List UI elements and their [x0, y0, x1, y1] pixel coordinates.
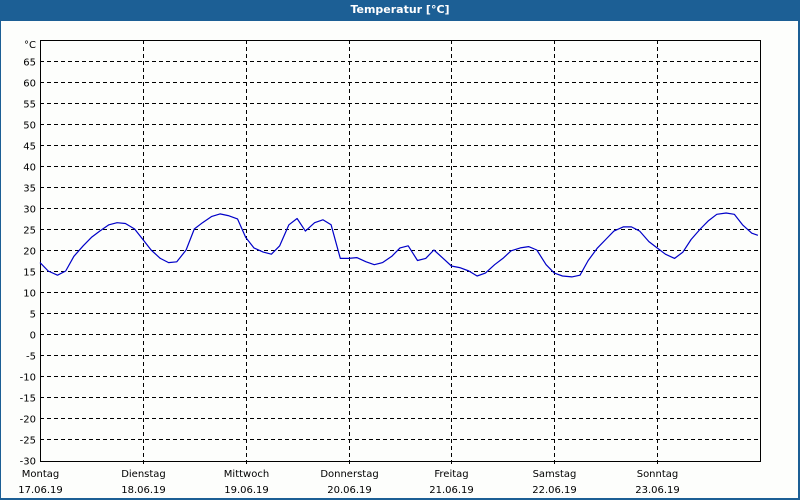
y-tick-label: 60	[23, 79, 36, 90]
y-tick-label: 35	[23, 184, 36, 195]
x-tick-date: 22.06.19	[532, 485, 577, 496]
x-tick-day: Sonntag	[637, 469, 679, 480]
x-tick-date: 19.06.19	[224, 485, 269, 496]
y-tick-label: -15	[20, 394, 36, 405]
y-tick-label: 10	[23, 289, 36, 300]
x-tick-date: 21.06.19	[429, 485, 474, 496]
y-tick-label: 20	[23, 247, 36, 258]
x-tick-day: Donnerstag	[320, 469, 378, 480]
chart-title: Temperatur [°C]	[0, 0, 800, 20]
x-tick-day: Dienstag	[121, 469, 166, 480]
x-tick-day: Mittwoch	[224, 469, 269, 480]
y-tick-label: 45	[23, 142, 36, 153]
y-tick-label: 0	[30, 331, 36, 342]
y-tick-label: 15	[23, 268, 36, 279]
y-tick-label: -10	[20, 373, 36, 384]
x-tick-date: 20.06.19	[327, 485, 372, 496]
y-tick-label: 50	[23, 121, 36, 132]
y-tick-label: 55	[23, 100, 36, 111]
x-tick-day: Montag	[22, 469, 59, 480]
y-tick-label: 65	[23, 58, 36, 69]
x-tick-day: Freitag	[434, 469, 468, 480]
x-tick-date: 18.06.19	[121, 485, 166, 496]
plot-area	[40, 40, 761, 462]
y-tick-label: -30	[20, 457, 36, 468]
y-axis-unit: °C	[24, 40, 36, 51]
x-tick-date: 23.06.19	[635, 485, 680, 496]
y-tick-label: -25	[20, 436, 36, 447]
y-tick-label: -20	[20, 415, 36, 426]
y-tick-label: 5	[30, 310, 36, 321]
y-tick-label: 30	[23, 205, 36, 216]
temperature-line	[39, 212, 759, 278]
y-tick-label: -5	[26, 352, 36, 363]
y-tick-label: 25	[23, 226, 36, 237]
x-tick-date: 17.06.19	[18, 485, 63, 496]
x-tick-day: Samstag	[533, 469, 577, 480]
y-tick-label: 40	[23, 163, 36, 174]
